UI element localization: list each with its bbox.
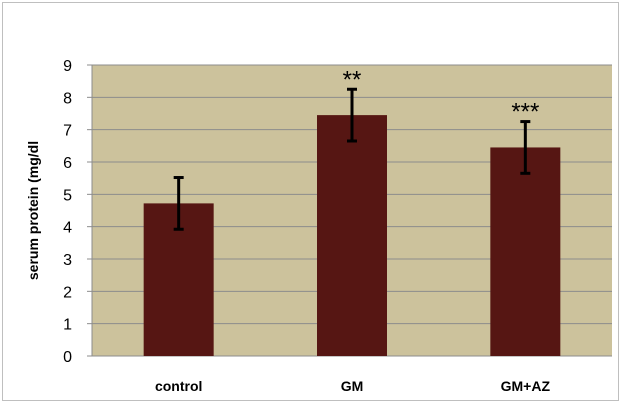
- x-category-label: control: [155, 378, 202, 394]
- x-axis-labels: control GM GM+AZ: [155, 378, 551, 394]
- x-category-label: GM+AZ: [501, 378, 551, 394]
- error-bars: [173, 87, 531, 231]
- y-tick-label: 1: [63, 317, 72, 334]
- y-tick-label: 2: [63, 284, 72, 301]
- y-axis-ticks: 0 1 2 3 4 5 6 7 8 9: [63, 58, 72, 366]
- y-tick-label: 3: [63, 252, 72, 269]
- x-category-label: GM: [341, 378, 364, 394]
- y-tick-label: 7: [63, 123, 72, 140]
- y-axis-label: serum protein (mg/dl: [25, 141, 41, 280]
- bar-gm-az: [490, 147, 561, 356]
- y-tick-label: 6: [63, 155, 72, 172]
- y-tick-label: 8: [63, 90, 72, 107]
- y-tick-label: 0: [63, 349, 72, 366]
- significance-label: **: [343, 66, 362, 93]
- bar-gm: [317, 115, 387, 356]
- y-tick-label: 4: [63, 220, 72, 237]
- y-tick-label: 9: [63, 58, 72, 75]
- y-tick-label: 5: [63, 187, 72, 204]
- significance-label: ***: [511, 99, 539, 126]
- significance-annotations: *****: [343, 66, 540, 125]
